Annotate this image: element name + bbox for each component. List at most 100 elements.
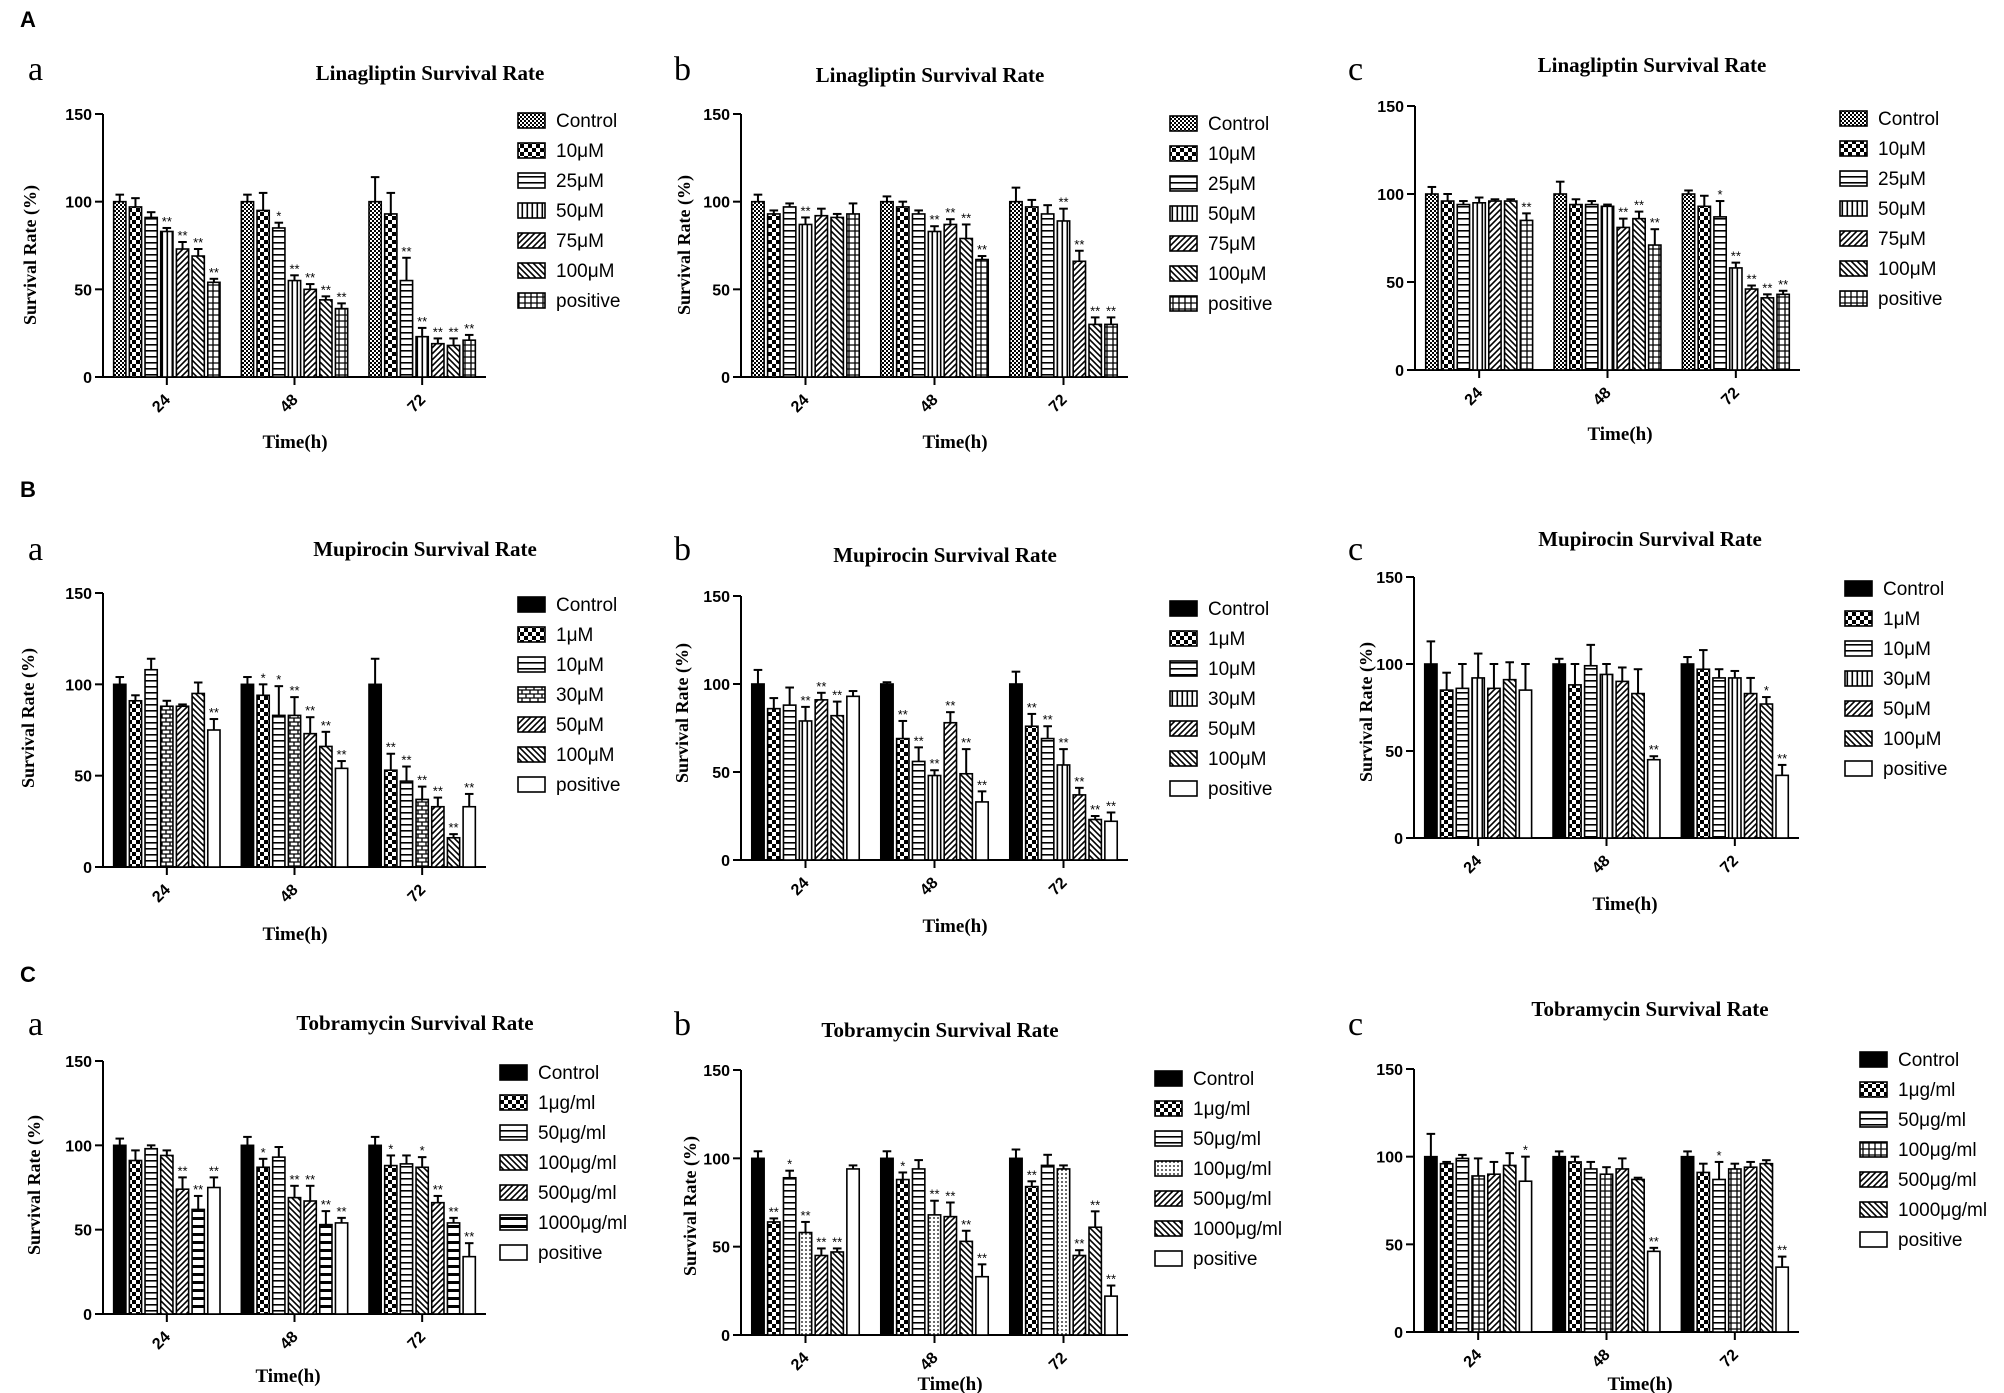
legend-swatch [1169, 295, 1198, 312]
legend-label: Control [556, 111, 617, 132]
bar [798, 223, 813, 378]
x-tick-label: 24 [1461, 852, 1486, 877]
significance-mark: * [261, 1145, 266, 1160]
bar [191, 1208, 206, 1315]
legend-swatch [517, 746, 546, 763]
bar [846, 1168, 861, 1336]
panel-letter: a [28, 531, 43, 568]
significance-mark: ** [1090, 303, 1100, 318]
significance-mark: ** [321, 282, 331, 297]
y-tick-label: 100 [1376, 657, 1403, 674]
significance-mark: ** [305, 270, 315, 285]
bar [1760, 297, 1775, 371]
chart-panel-b-b: b Mupirocin Survival Rate 0 50 100 150 Surviva… [672, 531, 1272, 937]
bar [240, 683, 255, 868]
bar [1631, 692, 1645, 839]
legend-label: 100μM [1208, 749, 1266, 770]
legend-label: 100μM [1208, 264, 1266, 285]
significance-mark: ** [898, 707, 908, 722]
legend-label: 50μM [1208, 719, 1256, 740]
bar [1424, 193, 1439, 371]
legend-swatch [1839, 140, 1868, 157]
legend-label: Control [1193, 1069, 1254, 1090]
bar [1600, 205, 1615, 371]
x-tick-label: 48 [1589, 1346, 1614, 1371]
significance-mark: ** [448, 1204, 458, 1219]
bar [1568, 1161, 1582, 1333]
legend-label: 1μg/ml [1193, 1099, 1250, 1120]
bar [1744, 288, 1759, 371]
legend-swatch [1154, 1160, 1183, 1177]
legend-swatch [1169, 205, 1198, 222]
legend-label: 50μg/ml [1193, 1129, 1261, 1150]
bar [271, 714, 286, 868]
y-tick-label: 150 [1377, 99, 1404, 116]
bar [1440, 200, 1455, 371]
legend-label: 75μM [556, 231, 604, 252]
significance-mark: ** [929, 212, 939, 227]
x-tick-label: 48 [917, 391, 942, 416]
x-axis-label: Time(h) [262, 924, 327, 945]
panel-letter: c [1348, 51, 1363, 88]
bar [383, 213, 398, 378]
bar [144, 1147, 159, 1315]
bar [1743, 692, 1758, 839]
bar [782, 704, 797, 861]
bar [1423, 1155, 1438, 1333]
legend-swatch [1839, 290, 1868, 307]
legend-label: 50μM [1878, 199, 1926, 220]
legend-label: positive [556, 291, 620, 312]
legend-label: 1000μg/ml [538, 1213, 627, 1234]
y-tick-label: 50 [74, 282, 92, 299]
bar [1056, 764, 1071, 861]
bar [1583, 664, 1598, 839]
bar [159, 705, 174, 868]
bar [798, 1231, 813, 1336]
bar [1646, 758, 1661, 839]
y-tick-label: 0 [1394, 1325, 1403, 1342]
bar [750, 1157, 765, 1336]
legend-label: 1μM [1208, 629, 1245, 650]
legend-label: 10μM [1208, 659, 1256, 680]
y-tick-label: 100 [1376, 1150, 1403, 1167]
chart-grid: a Linagliptin Survival Rate 0 50 100 150 Survi… [18, 51, 1987, 1393]
legend-label: 1μM [1883, 609, 1920, 630]
bar [927, 230, 942, 378]
y-tick-label: 50 [1385, 744, 1403, 761]
significance-mark: ** [321, 718, 331, 733]
x-tick-label: 72 [405, 1328, 430, 1353]
bar [1518, 1180, 1533, 1333]
significance-mark: ** [1650, 215, 1660, 230]
significance-mark: * [1718, 187, 1723, 202]
bar [271, 227, 286, 378]
bar [430, 342, 445, 378]
legend-swatch [1839, 230, 1868, 247]
bar [1487, 200, 1502, 371]
chart-title: Tobramycin Survival Rate [821, 1018, 1058, 1042]
legend-label: 100μg/ml [1898, 1140, 1977, 1161]
legend-label: 75μM [1208, 234, 1256, 255]
legend-label: 100μM [1878, 259, 1936, 280]
bar [1024, 725, 1039, 861]
legend-swatch [1154, 1190, 1183, 1207]
significance-mark: ** [832, 688, 842, 703]
significance-mark: ** [193, 235, 203, 250]
bar [1455, 1157, 1470, 1333]
bar [1502, 678, 1517, 839]
x-axis-label: Time(h) [922, 432, 987, 453]
x-tick-label: 72 [405, 881, 430, 906]
legend-swatch [1844, 640, 1873, 657]
bar [846, 213, 861, 378]
bar [430, 1201, 445, 1315]
legend-label: 10μM [1883, 639, 1931, 660]
x-axis-label: Time(h) [262, 432, 327, 453]
bar [303, 732, 318, 868]
panel-letter: b [674, 531, 691, 568]
y-tick-label: 50 [74, 1223, 92, 1240]
legend-swatch [517, 262, 546, 279]
legend-swatch [517, 292, 546, 309]
bar [287, 714, 302, 868]
y-tick-label: 50 [74, 769, 92, 786]
significance-mark: ** [1521, 199, 1531, 214]
y-tick-label: 150 [65, 586, 92, 603]
